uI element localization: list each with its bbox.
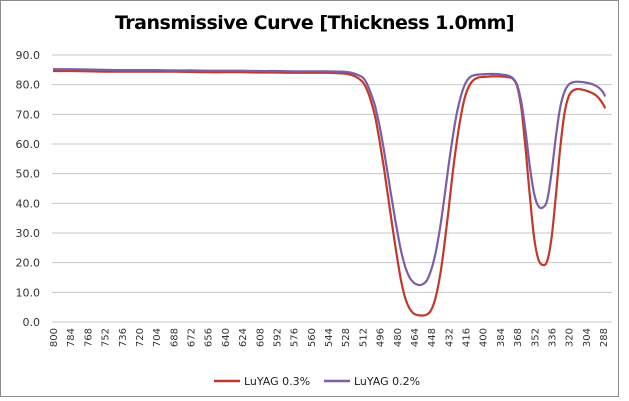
y-tick-label: 90.0 [16, 49, 41, 62]
x-tick-label: 784 [66, 328, 77, 347]
y-tick-label: 10.0 [16, 286, 41, 299]
x-tick-label: 496 [376, 328, 387, 347]
y-tick-label: 70.0 [16, 108, 41, 121]
y-tick-label: 80.0 [16, 79, 41, 92]
x-tick-label: 304 [582, 328, 593, 347]
x-tick-label: 592 [272, 328, 283, 347]
x-axis-ticks: 800 784 768 752 736 720 704 688 672 656 640 624 608 5… [49, 328, 610, 347]
x-tick-label: 320 [565, 328, 576, 347]
x-tick-label: 512 [358, 328, 369, 347]
x-tick-label: 384 [496, 328, 507, 347]
x-tick-label: 688 [169, 328, 180, 347]
x-tick-label: 576 [290, 328, 301, 347]
x-tick-label: 480 [393, 328, 404, 347]
x-tick-label: 416 [462, 328, 473, 347]
y-tick-label: 20.0 [16, 257, 41, 270]
y-tick-label: 60.0 [16, 138, 41, 151]
y-tick-label: 30.0 [16, 227, 41, 240]
x-tick-label: 288 [599, 328, 610, 347]
x-tick-label: 400 [479, 328, 490, 347]
x-tick-label: 464 [410, 328, 421, 347]
x-tick-label: 352 [530, 328, 541, 347]
series-line-luyag-0-3 [53, 69, 607, 317]
chart-title: Transmissive Curve [Thickness 1.0mm] [114, 12, 515, 34]
x-tick-label: 336 [547, 328, 558, 347]
x-tick-label: 672 [187, 328, 198, 347]
x-tick-label: 432 [444, 328, 455, 347]
x-tick-label: 640 [221, 328, 232, 347]
x-tick-label: 720 [135, 328, 146, 347]
x-tick-label: 448 [427, 328, 438, 347]
x-tick-label: 704 [152, 328, 163, 347]
x-tick-label: 528 [341, 328, 352, 347]
y-tick-label: 0.0 [23, 316, 41, 329]
gridlines [52, 54, 612, 323]
series-line-luyag-0-2 [53, 68, 607, 287]
legend: LuYAG 0.3% LuYAG 0.2% [214, 375, 420, 388]
x-tick-label: 656 [204, 328, 215, 347]
series-lines [53, 68, 607, 317]
x-tick-label: 544 [324, 328, 335, 347]
chart-frame [0, 0, 619, 397]
x-tick-label: 768 [83, 328, 94, 347]
y-tick-label: 40.0 [16, 197, 41, 210]
y-tick-label: 50.0 [16, 168, 41, 181]
legend-label: LuYAG 0.2% [354, 375, 420, 388]
x-tick-label: 608 [255, 328, 266, 347]
x-tick-label: 736 [118, 328, 129, 347]
x-tick-label: 752 [101, 328, 112, 347]
x-tick-label: 624 [238, 328, 249, 347]
y-axis-ticks: 0.0 10.0 20.0 30.0 40.0 50.0 60.0 70.0 80.0 90.0 [16, 49, 41, 329]
x-tick-label: 800 [49, 328, 60, 347]
x-tick-label: 368 [513, 328, 524, 347]
x-tick-label: 560 [307, 328, 318, 347]
legend-label: LuYAG 0.3% [244, 375, 310, 388]
